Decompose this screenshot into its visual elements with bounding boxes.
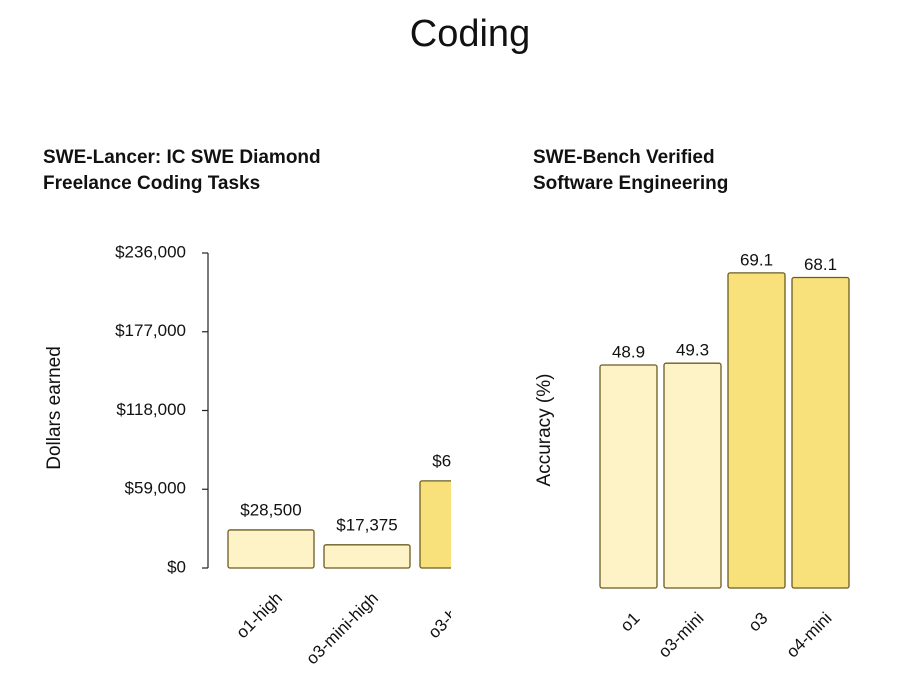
y-tick-label: $118,000 bbox=[116, 400, 186, 419]
value-label: $17,375 bbox=[336, 515, 397, 534]
bar bbox=[227, 529, 315, 569]
chart-right: 48.9 o1 49.3 o3-mini 69.1 o3 68.1 o4-mini bbox=[599, 250, 850, 662]
chart-title: SWE-Lancer: IC SWE Diamond bbox=[43, 147, 321, 168]
bar bbox=[727, 272, 786, 589]
x-tick-label: o1 bbox=[617, 609, 644, 636]
y-axis-label: Accuracy (%) bbox=[534, 374, 555, 487]
x-tick-label: o3 bbox=[745, 609, 772, 636]
chart-title: Software Engineering bbox=[533, 173, 728, 194]
page-title: Coding bbox=[410, 13, 530, 55]
y-axis-label: Dollars earned bbox=[44, 346, 65, 470]
value-label: $65,250 bbox=[432, 451, 493, 470]
y-tick-label: $59,000 bbox=[125, 479, 186, 498]
chart-left: $28,500 o1-high $17,375 o3-mini-high $65,250… bbox=[227, 451, 493, 669]
y-tick-label: $0 bbox=[167, 557, 186, 576]
bar bbox=[323, 544, 411, 569]
value-label: 69.1 bbox=[740, 250, 773, 269]
x-tick-label: o3-mini-high bbox=[302, 589, 382, 669]
x-tick-label: o3-mini bbox=[655, 609, 708, 662]
value-label: $28,500 bbox=[240, 500, 301, 519]
value-label: 49.3 bbox=[676, 341, 709, 360]
x-tick-label: o3-high bbox=[424, 589, 478, 643]
x-tick-label: o1-high bbox=[232, 589, 286, 643]
chart-title: Freelance Coding Tasks bbox=[43, 173, 260, 194]
bar bbox=[599, 364, 658, 589]
y-tick-label: $236,000 bbox=[115, 242, 186, 261]
chart-title: SWE-Bench Verified bbox=[533, 147, 715, 168]
bar bbox=[419, 480, 451, 569]
value-label: 48.9 bbox=[612, 343, 645, 362]
bar bbox=[791, 276, 850, 589]
x-tick-label: o4-mini bbox=[783, 609, 836, 662]
bar bbox=[663, 362, 722, 589]
y-tick-label: $177,000 bbox=[115, 321, 186, 340]
value-label: 68.1 bbox=[804, 255, 837, 274]
